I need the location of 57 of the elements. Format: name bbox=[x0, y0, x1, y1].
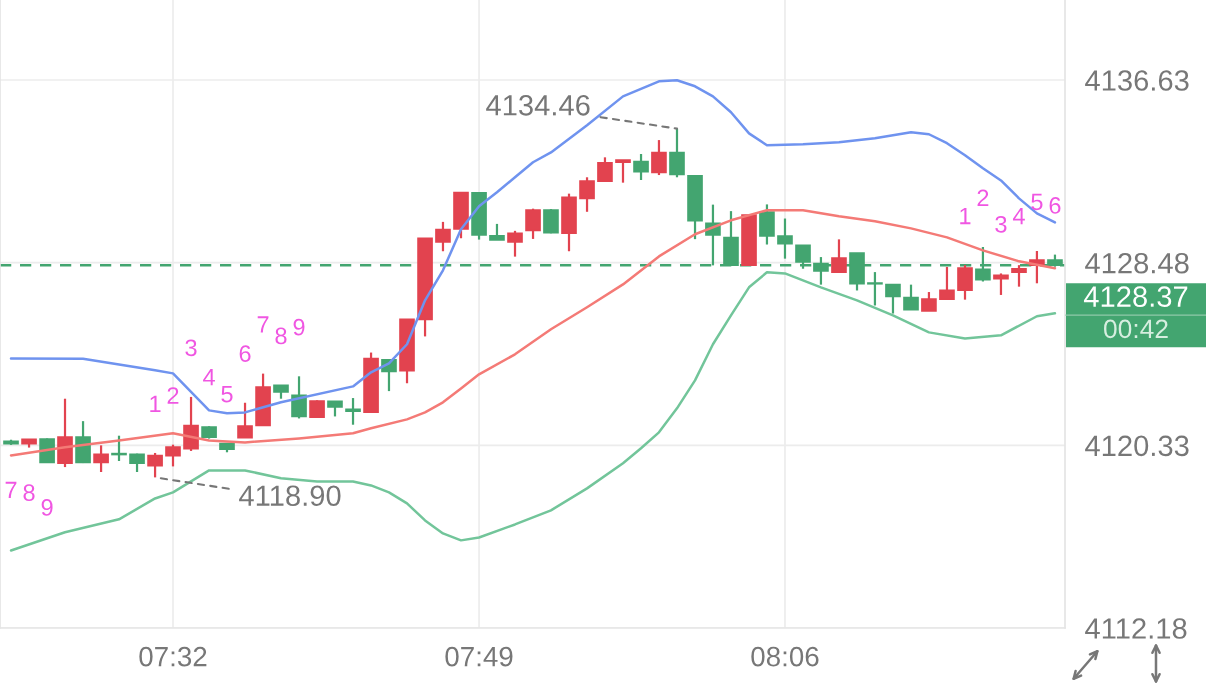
ref-line-label: 4128.37 bbox=[1083, 286, 1188, 307]
y-tick-label: 4120.33 bbox=[1085, 435, 1189, 457]
candlestick bbox=[903, 283, 919, 311]
candlestick bbox=[921, 290, 937, 312]
candlestick bbox=[597, 156, 613, 183]
annotation: 7 bbox=[5, 481, 17, 499]
annotation: 9 bbox=[293, 318, 305, 336]
annotation: 3 bbox=[185, 339, 197, 357]
y-tick-label: 4128.48 bbox=[1085, 252, 1189, 274]
candlestick bbox=[183, 395, 199, 453]
candlestick bbox=[831, 238, 847, 274]
x-tick-label: 07:49 bbox=[445, 646, 513, 667]
annotation: 8 bbox=[23, 484, 35, 502]
candlestick bbox=[93, 444, 109, 474]
annotation: 7 bbox=[257, 316, 269, 333]
candlestick bbox=[1011, 264, 1027, 288]
annotation: 2 bbox=[977, 189, 989, 206]
text: 00:42 bbox=[1104, 319, 1168, 339]
annotation: 1 bbox=[960, 207, 971, 225]
annotation: 2 bbox=[167, 387, 179, 404]
candlestick bbox=[759, 203, 775, 246]
candlestick bbox=[957, 264, 973, 301]
x-tick-label: 08:06 bbox=[751, 646, 819, 667]
y-tick-label: 4136.63 bbox=[1085, 70, 1189, 91]
annotation: 6 bbox=[1049, 197, 1061, 214]
annotation: 6 bbox=[239, 345, 251, 362]
candlestick bbox=[345, 396, 361, 426]
annotation: 8 bbox=[275, 327, 287, 345]
candlestick bbox=[237, 401, 253, 439]
annotation: 3 bbox=[995, 215, 1007, 233]
candlestick bbox=[579, 176, 595, 213]
annotation: 5 bbox=[221, 386, 233, 403]
candlestick bbox=[129, 452, 145, 474]
annotation: 4134.46 bbox=[486, 94, 590, 116]
candlestick bbox=[651, 138, 667, 177]
annotation: 4118.90 bbox=[239, 485, 341, 507]
annotation: 1 bbox=[150, 395, 161, 412]
candlestick bbox=[993, 272, 1009, 297]
y-tick-label: 4112.18 bbox=[1085, 618, 1187, 639]
candlestick bbox=[867, 270, 883, 307]
candlestick bbox=[435, 220, 451, 253]
candlestick bbox=[147, 451, 163, 479]
annotation: 5 bbox=[1031, 193, 1043, 211]
candlestick bbox=[633, 152, 649, 182]
annotation: 4 bbox=[203, 369, 215, 386]
candlestick bbox=[165, 443, 181, 468]
annotation: 4 bbox=[1012, 207, 1025, 225]
candlestick bbox=[777, 217, 793, 260]
candlestick bbox=[525, 207, 541, 241]
x-tick-label: 07:32 bbox=[139, 646, 207, 667]
candlestick bbox=[939, 265, 955, 301]
candlestick bbox=[615, 158, 631, 184]
candlestick bbox=[885, 283, 901, 315]
annotation: 9 bbox=[41, 499, 53, 516]
candlestick bbox=[543, 208, 559, 235]
candlestick bbox=[669, 127, 685, 179]
candlestick bbox=[507, 229, 523, 258]
